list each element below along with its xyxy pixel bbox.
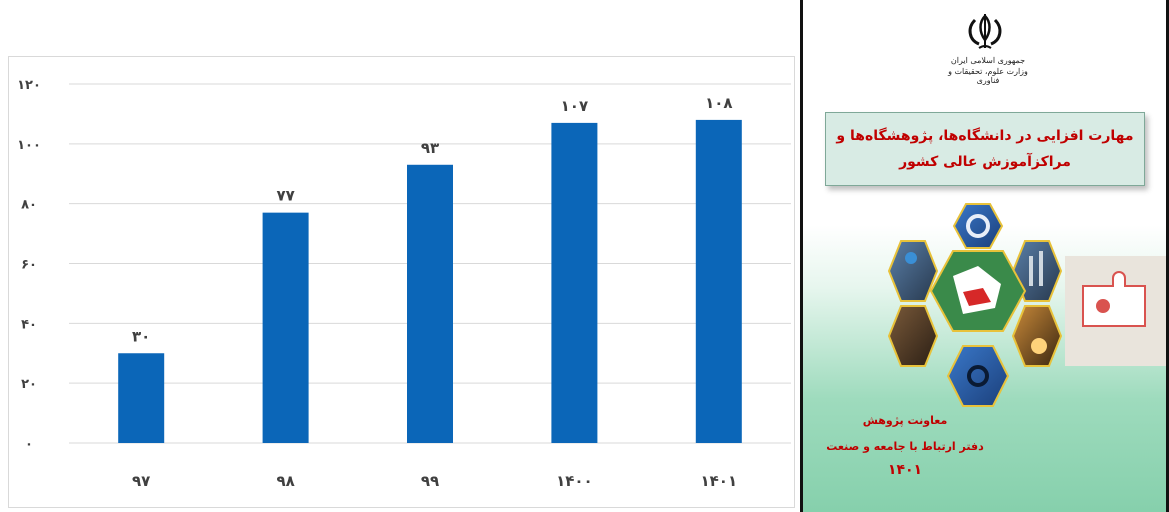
y-tick-label: ۴۰ xyxy=(21,317,37,332)
iran-map-icon xyxy=(929,250,1027,332)
bar-chart: ۰ ۲۰ ۴۰ ۶۰ ۸۰ ۱۰۰ ۱۲۰ ۳۰ ۹۷ ۷۷ ۹۸ ۹۳ ۹۹ ۱۰۷ ۱۴۰۰ ۱۰۸ ۱۴۰… xyxy=(17,78,791,490)
cover-department: معاونت پژوهش xyxy=(862,414,948,427)
gear-icon xyxy=(952,203,1004,249)
data-label: ۷۷ xyxy=(276,187,294,205)
puzzle-icon xyxy=(1065,256,1166,366)
y-tick-label: ۰ xyxy=(25,437,33,452)
data-label: ۳۰ xyxy=(132,327,150,345)
bar xyxy=(262,212,309,443)
labels: ۰ ۲۰ ۴۰ ۶۰ ۸۰ ۱۰۰ ۱۲۰ ۳۰ ۹۷ ۷۷ ۹۸ ۹۳ ۹۹ ۱۰۷ ۱۴۰۰ ۱۰۸ ۱۴۰… xyxy=(17,78,737,490)
iran-emblem-icon xyxy=(968,14,1002,49)
x-tick-label: ۹۷ xyxy=(132,472,150,490)
y-tick-label: ۱۰۰ xyxy=(17,138,41,153)
x-tick-label: ۱۴۰۱ xyxy=(700,472,737,490)
data-label: ۱۰۸ xyxy=(705,94,732,112)
y-tick-label: ۲۰ xyxy=(21,377,37,392)
ministry-name-line2: وزارت علوم، تحقیقات و فناوری xyxy=(948,67,1028,85)
y-tick-label: ۱۲۰ xyxy=(17,78,41,93)
workshop-icon xyxy=(887,305,939,367)
cover-year: ۱۴۰۱ xyxy=(887,462,923,478)
cover-title-box: مهارت افزایی در دانشگاه‌ها، پژوهشگاه‌ها … xyxy=(825,112,1145,186)
x-tick-label: ۱۴۰۰ xyxy=(556,472,593,490)
chart-panel: ۰ ۲۰ ۴۰ ۶۰ ۸۰ ۱۰۰ ۱۲۰ ۳۰ ۹۷ ۷۷ ۹۸ ۹۳ ۹۹ ۱۰۷ ۱۴۰۰ ۱۰۸ ۱۴۰… xyxy=(8,56,795,508)
cover-office: دفتر ارتباط با جامعه و صنعت xyxy=(826,440,984,453)
bars xyxy=(118,119,742,444)
data-label: ۹۳ xyxy=(421,139,439,157)
cover-title-line2: مراکزآموزش عالی کشور xyxy=(899,154,1071,170)
y-tick-label: ۸۰ xyxy=(21,198,37,213)
hexagon-collage xyxy=(887,203,1166,407)
report-cover: جمهوری اسلامی ایران وزارت علوم، تحقیقات … xyxy=(800,0,1169,512)
bar xyxy=(551,122,598,444)
bar xyxy=(407,164,453,443)
gears-hands-icon xyxy=(946,345,1010,407)
welding-icon xyxy=(1011,305,1063,367)
cover-title-line1: مهارت افزایی در دانشگاه‌ها، پژوهشگاه‌ها … xyxy=(836,128,1134,144)
data-label: ۱۰۷ xyxy=(561,97,588,115)
bar xyxy=(118,353,165,443)
ministry-name-line1: جمهوری اسلامی ایران xyxy=(950,56,1026,65)
bar xyxy=(695,119,742,444)
y-tick-label: ۶۰ xyxy=(21,258,37,273)
x-tick-label: ۹۸ xyxy=(276,472,294,490)
engineer-icon xyxy=(887,240,939,302)
x-tick-label: ۹۹ xyxy=(421,472,439,490)
